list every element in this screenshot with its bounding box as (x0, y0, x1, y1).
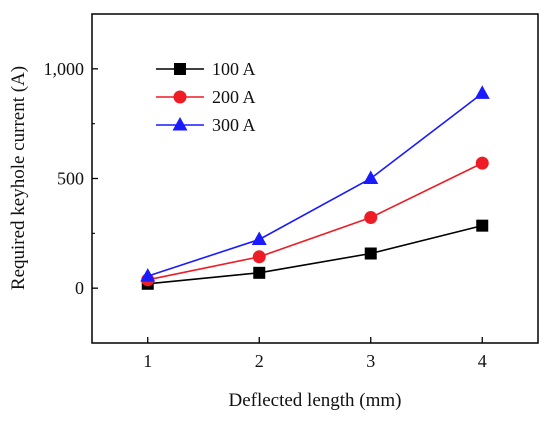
x-tick-label: 3 (366, 351, 375, 371)
x-tick-label: 2 (255, 351, 264, 371)
series-line (147, 92, 483, 277)
series-3 (140, 85, 490, 282)
data-point (364, 247, 377, 260)
legend: 100 A 200 A 300 A (156, 59, 256, 135)
data-point (252, 250, 266, 264)
legend-marker (174, 63, 186, 75)
x-tick-label: 1 (143, 351, 152, 371)
data-point (476, 219, 489, 232)
x-axis-label: Deflected length (mm) (228, 390, 401, 411)
data-point (363, 170, 379, 184)
y-tick-label: 500 (57, 169, 84, 189)
series-1 (141, 219, 489, 290)
data-point (364, 211, 378, 225)
plot-frame (91, 13, 539, 344)
axis-ticks: 1 2 3 4 0 500 1,000 (44, 59, 487, 371)
y-axis-label: Required keyhole current (A) (8, 66, 29, 290)
y-tick-label: 1,000 (44, 59, 85, 79)
legend-label: 200 A (212, 87, 256, 107)
series-layer (140, 85, 490, 290)
data-point (251, 231, 267, 245)
series-2 (141, 156, 489, 287)
legend-marker (172, 117, 188, 131)
x-tick-label: 4 (478, 351, 487, 371)
legend-marker (173, 90, 187, 104)
legend-label: 300 A (212, 115, 256, 135)
data-point (475, 156, 489, 170)
series-line (147, 162, 483, 281)
series-line (147, 224, 483, 285)
data-point (253, 266, 266, 279)
legend-label: 100 A (212, 59, 256, 79)
data-point (474, 85, 490, 99)
y-tick-label: 0 (75, 278, 84, 298)
data-point (140, 268, 156, 282)
